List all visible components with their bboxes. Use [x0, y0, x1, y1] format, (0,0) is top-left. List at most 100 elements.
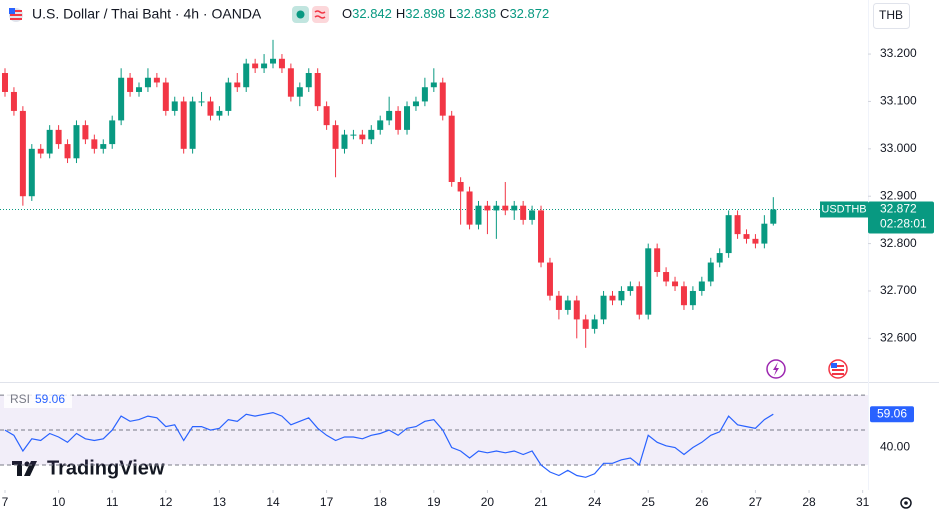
- ohlc-value: 32.842: [352, 6, 392, 21]
- candle-body: [136, 87, 143, 92]
- y-tick-label: 32.800: [880, 236, 917, 250]
- candle-body: [404, 106, 411, 130]
- candle-body: [73, 125, 80, 159]
- candle-body: [55, 129, 62, 145]
- rsi-tick-label: 40.00: [880, 440, 910, 454]
- candle-body: [466, 191, 473, 225]
- candle-body: [555, 295, 562, 310]
- x-tick-label: 10: [52, 495, 66, 509]
- candle-body: [502, 205, 509, 211]
- x-tick-label: 28: [802, 495, 816, 509]
- x-tick-label: 7: [2, 495, 9, 509]
- candle-body: [591, 319, 598, 329]
- y-tick-label: 33.200: [880, 46, 917, 60]
- settings-icon[interactable]: [900, 497, 912, 509]
- candle-body: [618, 290, 625, 301]
- y-tick-label: 32.700: [880, 283, 917, 297]
- candle-body: [743, 234, 750, 239]
- x-tick-label: 14: [266, 495, 280, 509]
- currency-button[interactable]: [873, 3, 910, 29]
- candle-body: [82, 125, 89, 140]
- candle-body: [100, 144, 107, 149]
- candle-body: [421, 87, 428, 102]
- candle-body: [19, 110, 26, 197]
- candle-body: [350, 134, 357, 136]
- x-tick-label: 26: [695, 495, 709, 509]
- logo-text: TradingView: [47, 457, 165, 479]
- ohlc-key: L: [449, 6, 456, 21]
- candle-body: [493, 205, 500, 211]
- x-tick-label: 11: [106, 495, 119, 509]
- candle-body: [538, 210, 545, 263]
- candle-body: [582, 319, 589, 329]
- price-tag-countdown: 02:28:01: [880, 217, 927, 231]
- candle-body: [305, 73, 312, 88]
- symbol-flag: [9, 8, 23, 22]
- x-tick-label: 25: [642, 495, 656, 509]
- chart-title: U.S. Dollar / Thai Baht · 4h · OANDA: [32, 6, 262, 22]
- price-tag-value: 32.872: [880, 202, 917, 216]
- candle-body: [680, 286, 687, 306]
- candle-body: [698, 281, 705, 291]
- x-tick-label: 31: [856, 495, 870, 509]
- candle-body: [10, 91, 17, 111]
- candle-body: [225, 82, 232, 111]
- ohlc-key: C: [500, 6, 509, 21]
- event-flag[interactable]: [828, 359, 848, 379]
- candle-body: [752, 238, 759, 244]
- y-tick-label: 32.600: [880, 331, 917, 345]
- symbol-tag-label: USDTHB: [821, 203, 866, 215]
- candle-body: [734, 215, 741, 235]
- y-tick-label: 32.900: [880, 188, 917, 202]
- event-icon[interactable]: [766, 359, 786, 379]
- candle-body: [2, 73, 9, 92]
- candle-body: [716, 253, 723, 263]
- currency-label[interactable]: THB: [879, 8, 903, 22]
- candle-body: [368, 129, 375, 140]
- candle-body: [689, 290, 696, 306]
- x-tick-label: 20: [481, 495, 495, 509]
- candle-body: [457, 181, 464, 192]
- candle-body: [198, 101, 205, 103]
- candle-body: [296, 87, 303, 97]
- candle-body: [278, 58, 285, 69]
- x-tick-label: 24: [588, 495, 602, 509]
- ohlc-value: 32.838: [456, 6, 496, 21]
- candle-body: [109, 120, 116, 145]
- candle-body: [207, 101, 214, 116]
- candle-body: [386, 110, 393, 121]
- rsi-legend-name: RSI: [10, 392, 30, 406]
- x-tick-label: 21: [534, 495, 548, 509]
- candle-body: [46, 129, 53, 154]
- price-tag: [868, 201, 934, 234]
- rsi-line: [4, 411, 774, 478]
- candle-body: [448, 115, 455, 182]
- candle-body: [564, 300, 571, 310]
- candle-body: [180, 101, 187, 149]
- symbol-tag: [820, 201, 868, 218]
- status-icons[interactable]: [292, 6, 329, 23]
- candle-body: [439, 82, 446, 116]
- rsi-legend-box: [4, 392, 72, 408]
- candle-body: [37, 148, 44, 154]
- candle-body: [520, 205, 527, 220]
- candle-body: [189, 101, 196, 149]
- candle-body: [91, 139, 98, 149]
- candle-body: [430, 82, 437, 88]
- candle-body: [287, 68, 294, 97]
- candle-body: [645, 248, 652, 315]
- ohlc-key: H: [396, 6, 405, 21]
- candle-body: [332, 125, 339, 149]
- x-tick-label: 19: [427, 495, 441, 509]
- candle-body: [270, 58, 277, 64]
- candle-body: [314, 73, 321, 107]
- candle-body: [377, 120, 384, 130]
- candle-body: [672, 281, 679, 287]
- candle-body: [323, 106, 330, 126]
- candle-body: [663, 272, 670, 282]
- candle-body: [118, 77, 125, 121]
- ohlc-value: 32.872: [509, 6, 549, 21]
- candle-body: [546, 262, 553, 296]
- candle-body: [162, 82, 169, 111]
